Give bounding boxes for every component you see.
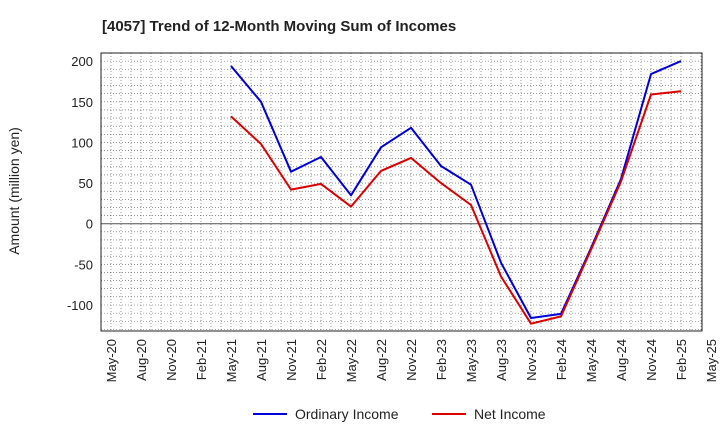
x-tick-label: Nov-24 <box>644 339 659 381</box>
legend-label: Ordinary Income <box>295 406 399 422</box>
x-tick-label: Nov-21 <box>284 339 299 381</box>
x-tick-label: May-23 <box>464 339 479 382</box>
legend-label: Net Income <box>474 406 546 422</box>
x-tick-label: Aug-23 <box>494 339 509 381</box>
grid <box>101 52 702 331</box>
x-tick-label: Nov-20 <box>164 339 179 381</box>
x-tick-label: Aug-22 <box>374 339 389 381</box>
y-tick-label: -50 <box>74 257 93 272</box>
series-line-ordinary-income <box>230 60 682 319</box>
x-tick-label: Aug-24 <box>614 339 629 381</box>
x-tick-label: May-22 <box>344 339 359 382</box>
x-tick-label: Feb-24 <box>554 339 569 380</box>
x-tick-label: Feb-23 <box>434 339 449 380</box>
x-tick-label: Feb-25 <box>674 339 689 380</box>
x-tick-label: Aug-21 <box>254 339 269 381</box>
x-tick-label: Feb-21 <box>194 339 209 380</box>
x-tick-label: Feb-22 <box>314 339 329 380</box>
y-axis-label: Amount (million yen) <box>6 127 22 255</box>
plot-frame <box>100 52 703 332</box>
x-tick-label: May-20 <box>104 339 119 382</box>
x-tick-label: May-24 <box>584 339 599 382</box>
y-tick-label: -100 <box>67 298 93 313</box>
y-tick-labels: 200 150 100 50 0 -50 -100 <box>67 54 93 313</box>
y-tick-label: 0 <box>86 217 93 232</box>
series-line-net-income <box>230 90 682 325</box>
x-tick-label: Nov-22 <box>404 339 419 381</box>
x-tick-label: May-25 <box>704 339 719 382</box>
x-tick-label: May-21 <box>224 339 239 382</box>
y-tick-label: 200 <box>71 54 93 69</box>
chart-title: [4057] Trend of 12-Month Moving Sum of I… <box>102 18 456 35</box>
x-tick-label: Nov-23 <box>524 339 539 381</box>
x-tick-label: Aug-20 <box>134 339 149 381</box>
legend: Ordinary Income Net Income <box>253 406 546 422</box>
y-tick-label: 100 <box>71 135 93 150</box>
series-layer <box>230 60 682 325</box>
x-tick-labels: May-20 Aug-20 Nov-20 Feb-21 May-21 Aug-21 Nov-… <box>104 339 719 382</box>
y-tick-label: 150 <box>71 95 93 110</box>
y-tick-label: 50 <box>79 176 93 191</box>
